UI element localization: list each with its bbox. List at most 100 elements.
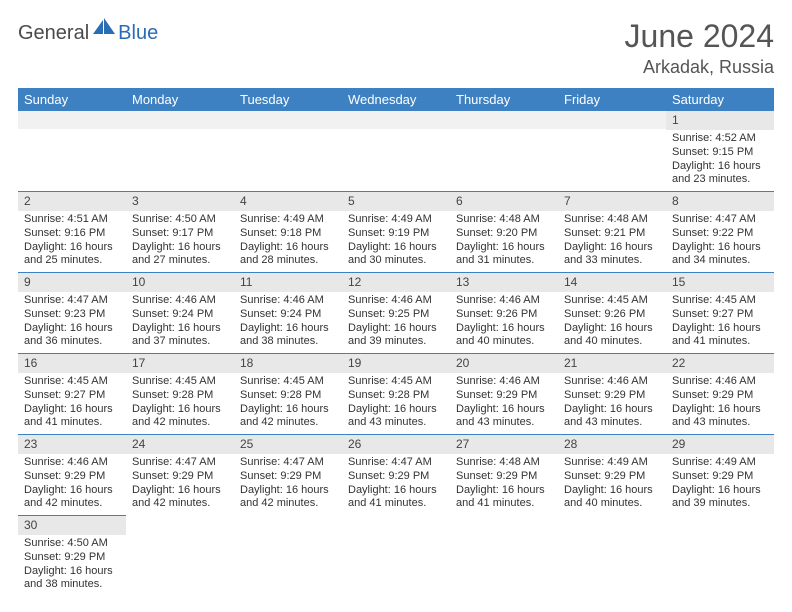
calendar-cell <box>234 111 342 191</box>
calendar-cell <box>126 111 234 191</box>
calendar-cell: 25Sunrise: 4:47 AMSunset: 9:29 PMDayligh… <box>234 434 342 515</box>
day-details: Sunrise: 4:50 AMSunset: 9:29 PMDaylight:… <box>18 535 126 596</box>
day-details: Sunrise: 4:46 AMSunset: 9:29 PMDaylight:… <box>450 373 558 434</box>
calendar-cell: 10Sunrise: 4:46 AMSunset: 9:24 PMDayligh… <box>126 272 234 353</box>
weekday-header: Thursday <box>450 88 558 111</box>
calendar-table: Sunday Monday Tuesday Wednesday Thursday… <box>18 88 774 596</box>
day-details: Sunrise: 4:48 AMSunset: 9:29 PMDaylight:… <box>450 454 558 515</box>
weekday-header: Wednesday <box>342 88 450 111</box>
calendar-cell: 19Sunrise: 4:45 AMSunset: 9:28 PMDayligh… <box>342 353 450 434</box>
day-details: Sunrise: 4:45 AMSunset: 9:26 PMDaylight:… <box>558 292 666 353</box>
calendar-week-row: 9Sunrise: 4:47 AMSunset: 9:23 PMDaylight… <box>18 272 774 353</box>
day-details: Sunrise: 4:49 AMSunset: 9:19 PMDaylight:… <box>342 211 450 272</box>
day-details: Sunrise: 4:46 AMSunset: 9:26 PMDaylight:… <box>450 292 558 353</box>
day-number: 5 <box>342 191 450 211</box>
calendar-cell: 1Sunrise: 4:52 AMSunset: 9:15 PMDaylight… <box>666 111 774 191</box>
calendar-cell: 5Sunrise: 4:49 AMSunset: 9:19 PMDaylight… <box>342 191 450 272</box>
day-details: Sunrise: 4:45 AMSunset: 9:28 PMDaylight:… <box>342 373 450 434</box>
calendar-cell: 26Sunrise: 4:47 AMSunset: 9:29 PMDayligh… <box>342 434 450 515</box>
calendar-week-row: 2Sunrise: 4:51 AMSunset: 9:16 PMDaylight… <box>18 191 774 272</box>
empty-day-bar <box>342 111 450 129</box>
day-number: 4 <box>234 191 342 211</box>
day-number: 9 <box>18 272 126 292</box>
day-number: 16 <box>18 353 126 373</box>
day-number: 10 <box>126 272 234 292</box>
empty-day-bar <box>18 111 126 129</box>
day-details: Sunrise: 4:47 AMSunset: 9:29 PMDaylight:… <box>342 454 450 515</box>
calendar-cell: 14Sunrise: 4:45 AMSunset: 9:26 PMDayligh… <box>558 272 666 353</box>
calendar-cell: 9Sunrise: 4:47 AMSunset: 9:23 PMDaylight… <box>18 272 126 353</box>
day-details: Sunrise: 4:45 AMSunset: 9:28 PMDaylight:… <box>234 373 342 434</box>
day-details: Sunrise: 4:46 AMSunset: 9:29 PMDaylight:… <box>666 373 774 434</box>
calendar-cell: 16Sunrise: 4:45 AMSunset: 9:27 PMDayligh… <box>18 353 126 434</box>
day-details: Sunrise: 4:46 AMSunset: 9:29 PMDaylight:… <box>558 373 666 434</box>
calendar-cell: 12Sunrise: 4:46 AMSunset: 9:25 PMDayligh… <box>342 272 450 353</box>
calendar-body: 1Sunrise: 4:52 AMSunset: 9:15 PMDaylight… <box>18 111 774 596</box>
calendar-cell: 4Sunrise: 4:49 AMSunset: 9:18 PMDaylight… <box>234 191 342 272</box>
calendar-week-row: 16Sunrise: 4:45 AMSunset: 9:27 PMDayligh… <box>18 353 774 434</box>
calendar-cell <box>558 111 666 191</box>
day-details: Sunrise: 4:47 AMSunset: 9:29 PMDaylight:… <box>234 454 342 515</box>
day-number: 6 <box>450 191 558 211</box>
day-details: Sunrise: 4:48 AMSunset: 9:20 PMDaylight:… <box>450 211 558 272</box>
calendar-cell: 11Sunrise: 4:46 AMSunset: 9:24 PMDayligh… <box>234 272 342 353</box>
day-details: Sunrise: 4:47 AMSunset: 9:23 PMDaylight:… <box>18 292 126 353</box>
calendar-cell: 29Sunrise: 4:49 AMSunset: 9:29 PMDayligh… <box>666 434 774 515</box>
calendar-cell: 17Sunrise: 4:45 AMSunset: 9:28 PMDayligh… <box>126 353 234 434</box>
calendar-cell: 22Sunrise: 4:46 AMSunset: 9:29 PMDayligh… <box>666 353 774 434</box>
logo-sail-icon <box>91 16 117 41</box>
calendar-cell: 7Sunrise: 4:48 AMSunset: 9:21 PMDaylight… <box>558 191 666 272</box>
day-number: 20 <box>450 353 558 373</box>
day-number: 30 <box>18 515 126 535</box>
calendar-cell: 13Sunrise: 4:46 AMSunset: 9:26 PMDayligh… <box>450 272 558 353</box>
calendar-week-row: 1Sunrise: 4:52 AMSunset: 9:15 PMDaylight… <box>18 111 774 191</box>
weekday-header-row: Sunday Monday Tuesday Wednesday Thursday… <box>18 88 774 111</box>
weekday-header: Friday <box>558 88 666 111</box>
logo-text-general: General <box>18 22 89 45</box>
calendar-cell <box>126 515 234 596</box>
day-details: Sunrise: 4:49 AMSunset: 9:29 PMDaylight:… <box>666 454 774 515</box>
weekday-header: Monday <box>126 88 234 111</box>
empty-day-bar <box>234 111 342 129</box>
empty-day-bar <box>558 111 666 129</box>
empty-day-bar <box>450 111 558 129</box>
day-number: 27 <box>450 434 558 454</box>
calendar-cell: 20Sunrise: 4:46 AMSunset: 9:29 PMDayligh… <box>450 353 558 434</box>
calendar-cell <box>342 111 450 191</box>
calendar-page: General Blue June 2024 Arkadak, Russia S… <box>0 0 792 596</box>
calendar-cell: 24Sunrise: 4:47 AMSunset: 9:29 PMDayligh… <box>126 434 234 515</box>
day-details: Sunrise: 4:46 AMSunset: 9:29 PMDaylight:… <box>18 454 126 515</box>
location: Arkadak, Russia <box>625 57 774 78</box>
calendar-cell: 27Sunrise: 4:48 AMSunset: 9:29 PMDayligh… <box>450 434 558 515</box>
day-details: Sunrise: 4:48 AMSunset: 9:21 PMDaylight:… <box>558 211 666 272</box>
day-number: 15 <box>666 272 774 292</box>
weekday-header: Tuesday <box>234 88 342 111</box>
logo-text-blue: Blue <box>118 22 158 45</box>
day-details: Sunrise: 4:46 AMSunset: 9:24 PMDaylight:… <box>126 292 234 353</box>
calendar-cell <box>342 515 450 596</box>
day-number: 18 <box>234 353 342 373</box>
day-details: Sunrise: 4:49 AMSunset: 9:18 PMDaylight:… <box>234 211 342 272</box>
day-details: Sunrise: 4:46 AMSunset: 9:25 PMDaylight:… <box>342 292 450 353</box>
calendar-cell: 2Sunrise: 4:51 AMSunset: 9:16 PMDaylight… <box>18 191 126 272</box>
calendar-cell <box>450 111 558 191</box>
calendar-cell: 18Sunrise: 4:45 AMSunset: 9:28 PMDayligh… <box>234 353 342 434</box>
day-number: 2 <box>18 191 126 211</box>
empty-day-bar <box>126 111 234 129</box>
day-number: 19 <box>342 353 450 373</box>
day-details: Sunrise: 4:50 AMSunset: 9:17 PMDaylight:… <box>126 211 234 272</box>
day-details: Sunrise: 4:45 AMSunset: 9:27 PMDaylight:… <box>666 292 774 353</box>
calendar-cell <box>450 515 558 596</box>
day-number: 7 <box>558 191 666 211</box>
calendar-cell <box>18 111 126 191</box>
day-number: 24 <box>126 434 234 454</box>
day-number: 1 <box>666 111 774 130</box>
calendar-cell: 15Sunrise: 4:45 AMSunset: 9:27 PMDayligh… <box>666 272 774 353</box>
calendar-cell <box>558 515 666 596</box>
day-number: 12 <box>342 272 450 292</box>
calendar-cell: 8Sunrise: 4:47 AMSunset: 9:22 PMDaylight… <box>666 191 774 272</box>
day-number: 11 <box>234 272 342 292</box>
calendar-week-row: 23Sunrise: 4:46 AMSunset: 9:29 PMDayligh… <box>18 434 774 515</box>
calendar-cell: 28Sunrise: 4:49 AMSunset: 9:29 PMDayligh… <box>558 434 666 515</box>
day-number: 22 <box>666 353 774 373</box>
